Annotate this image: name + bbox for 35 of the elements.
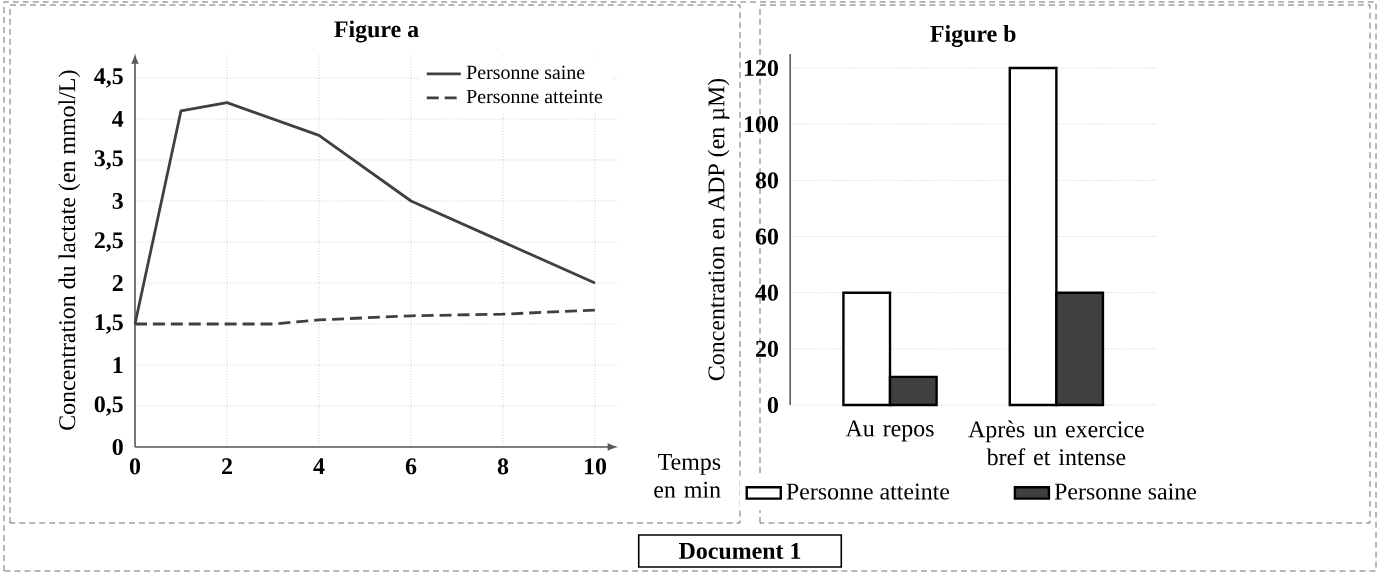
chart-title: Figure b <box>930 25 1016 47</box>
text: Document 1 <box>678 542 801 560</box>
x-tick-label: 4 <box>313 458 325 475</box>
y-tick-label: 120 <box>744 59 778 77</box>
y-tick-label: 1,5 <box>95 314 123 334</box>
x-tick-label: 6 <box>405 458 417 475</box>
legend-label: Personne saine <box>1054 483 1197 500</box>
y-axis-title: Concentration du lactate (en mmol/L) <box>58 70 81 430</box>
y-tick-label: 60 <box>755 228 778 245</box>
y-tick-label: 100 <box>744 116 778 133</box>
y-tick-label: 4 <box>112 111 124 127</box>
y-tick-label: 1 <box>113 357 123 373</box>
x-tick-label: 0 <box>129 458 141 475</box>
y-tick-label: 2,5 <box>94 232 123 252</box>
x-tick-label: Après un exercice bref et intense <box>968 420 1144 466</box>
x-tick-label: 10 <box>584 458 607 475</box>
chart-title: Figure a <box>334 20 419 43</box>
y-axis-title: Concentration en ADP (en µM) <box>707 78 730 381</box>
y-tick-label: 80 <box>755 172 778 189</box>
y-tick-label: 0 <box>767 396 778 414</box>
y-tick-label: 20 <box>755 340 778 357</box>
y-tick-label: 4,5 <box>94 68 123 88</box>
y-tick-label: 40 <box>755 284 778 301</box>
y-tick-label: 2 <box>112 275 123 291</box>
x-tick-label: Au repos <box>845 420 934 442</box>
y-tick-label: 3,5 <box>94 150 123 170</box>
legend-label: Personne saine <box>466 65 585 80</box>
y-tick-label: 0 <box>112 438 123 456</box>
x-axis-title: Temps en min <box>654 454 721 498</box>
x-tick-label: 2 <box>222 458 232 475</box>
legend-label: Personne atteinte <box>786 483 950 500</box>
y-tick-label: 0,5 <box>94 396 123 416</box>
x-tick-label: 8 <box>497 458 509 475</box>
y-tick-label: 3 <box>112 192 123 210</box>
legend-label: Personne atteinte <box>466 89 603 104</box>
